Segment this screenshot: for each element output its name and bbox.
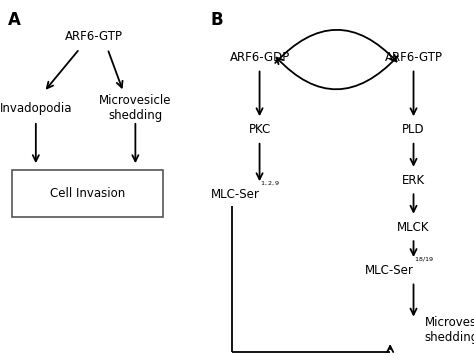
Text: Microvesicle
shedding: Microvesicle shedding [99,94,172,122]
Text: $^{18/19}$: $^{18/19}$ [414,257,434,266]
Text: B: B [210,11,223,29]
Text: $^{1,2,9}$: $^{1,2,9}$ [260,182,280,191]
Text: MLC-Ser: MLC-Ser [210,188,260,201]
Text: ARF6-GTP: ARF6-GTP [64,30,123,43]
Bar [12,170,163,217]
Text: ARF6-GDP: ARF6-GDP [229,51,290,64]
Text: Invadopodia: Invadopodia [0,102,72,115]
Text: Cell Invasion: Cell Invasion [50,187,125,200]
Text: MLCK: MLCK [397,221,430,234]
Text: A: A [8,11,21,29]
Text: PKC: PKC [248,123,271,136]
Text: ARF6-GTP: ARF6-GTP [384,51,443,64]
Text: ERK: ERK [402,174,425,187]
Text: Microvesicle
shedding: Microvesicle shedding [425,316,474,344]
Text: PLD: PLD [402,123,425,136]
Text: MLC-Ser: MLC-Ser [365,264,413,277]
